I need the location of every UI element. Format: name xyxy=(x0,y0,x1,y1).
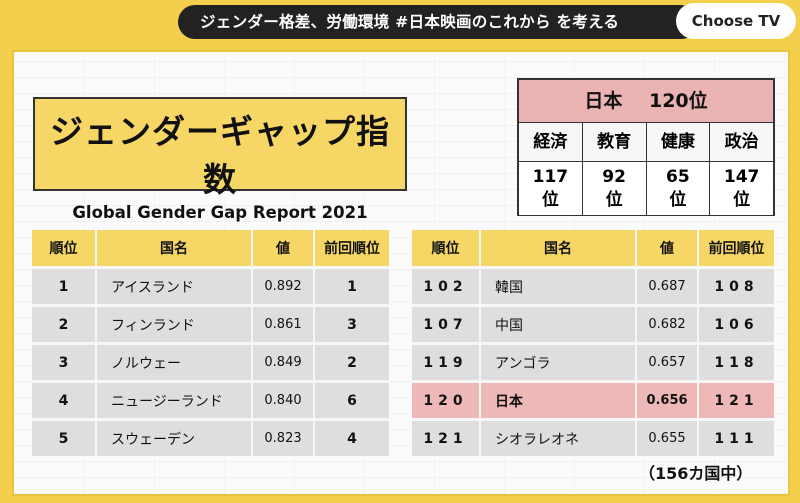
table-row: 119 アンゴラ 0.657 118 xyxy=(412,342,774,382)
category-health: 健康 xyxy=(646,123,711,162)
cell-country: 韓国 xyxy=(480,266,637,306)
cell-country: ニュージーランド xyxy=(96,380,253,420)
cell-rank: 107 xyxy=(412,304,481,344)
cell-country: アンゴラ xyxy=(480,342,637,382)
column-header-country: 国名 xyxy=(480,230,637,268)
cell-country: 日本 xyxy=(480,380,637,420)
table-row: 121 シオラレオネ 0.655 111 xyxy=(412,418,774,456)
rank-politics: 147 位 xyxy=(710,162,773,215)
cell-country: アイスランド xyxy=(96,266,253,306)
cell-previous: 2 xyxy=(314,342,389,382)
cell-country: スウェーデン xyxy=(96,418,253,456)
choose-tv-button[interactable]: Choose TV xyxy=(676,3,796,39)
cell-value: 0.849 xyxy=(252,342,315,382)
cell-value: 0.840 xyxy=(252,380,315,420)
column-header-country: 国名 xyxy=(96,230,253,268)
table-header-row: 順位 国名 値 前回順位 xyxy=(32,230,389,268)
column-header-previous: 前回順位 xyxy=(314,230,389,268)
table-row: 3 ノルウェー 0.849 2 xyxy=(32,342,389,382)
cell-country: 中国 xyxy=(480,304,637,344)
rank-health: 65 位 xyxy=(646,162,711,215)
column-header-rank: 順位 xyxy=(32,230,97,268)
slide: ジェンダーギャップ指数 Global Gender Gap Report 202… xyxy=(12,50,790,496)
cell-previous: 121 xyxy=(698,380,774,420)
cell-rank: 4 xyxy=(32,380,97,420)
cell-rank: 2 xyxy=(32,304,97,344)
cell-rank: 120 xyxy=(412,380,481,420)
japan-neighbor-ranking-table: 順位 国名 値 前回順位 102 韓国 0.687 108 107 中国 0.6… xyxy=(412,230,774,456)
cell-previous: 3 xyxy=(314,304,389,344)
cell-value: 0.861 xyxy=(252,304,315,344)
top-ranking-table: 順位 国名 値 前回順位 1 アイスランド 0.892 1 2 フィンランド 0… xyxy=(32,230,389,456)
table-row: 102 韓国 0.687 108 xyxy=(412,266,774,306)
cell-previous: 106 xyxy=(698,304,774,344)
cell-previous: 111 xyxy=(698,418,774,456)
cell-rank: 121 xyxy=(412,418,481,456)
cell-value: 0.657 xyxy=(636,342,699,382)
cell-country: シオラレオネ xyxy=(480,418,637,456)
cell-value: 0.823 xyxy=(252,418,315,456)
column-header-value: 値 xyxy=(252,230,315,268)
category-education: 教育 xyxy=(582,123,647,162)
cell-country: ノルウェー xyxy=(96,342,253,382)
column-header-value: 値 xyxy=(636,230,699,268)
cell-value: 0.892 xyxy=(252,266,315,306)
top-bar: ジェンダー格差、労働環境 #日本映画のこれから を考える Choose TV xyxy=(0,0,800,46)
cell-rank: 119 xyxy=(412,342,481,382)
cell-value: 0.655 xyxy=(636,418,699,456)
cell-previous: 118 xyxy=(698,342,774,382)
table-row: 2 フィンランド 0.861 3 xyxy=(32,304,389,344)
cell-previous: 6 xyxy=(314,380,389,420)
japan-summary-header: 日本 120位 xyxy=(519,80,773,123)
rank-economy: 117 位 xyxy=(519,162,583,215)
cell-previous: 108 xyxy=(698,266,774,306)
table-row: 5 スウェーデン 0.823 4 xyxy=(32,418,389,456)
table-row-japan-highlight: 120 日本 0.656 121 xyxy=(412,380,774,420)
japan-category-row: 経済 教育 健康 政治 xyxy=(519,123,773,162)
column-header-previous: 前回順位 xyxy=(698,230,774,268)
country-count-note: （156カ国中） xyxy=(639,464,753,483)
title-box: ジェンダーギャップ指数 Global Gender Gap Report 202… xyxy=(33,97,407,222)
japan-summary-box: 日本 120位 経済 教育 健康 政治 117 位 92 位 65 位 147 位 xyxy=(517,78,775,216)
headline-banner: ジェンダー格差、労働環境 #日本映画のこれから を考える xyxy=(178,5,698,39)
cell-rank: 3 xyxy=(32,342,97,382)
cell-value: 0.682 xyxy=(636,304,699,344)
cell-rank: 5 xyxy=(32,418,97,456)
rank-education: 92 位 xyxy=(582,162,647,215)
category-economy: 経済 xyxy=(519,123,583,162)
slide-title: ジェンダーギャップ指数 xyxy=(50,112,390,199)
cell-country: フィンランド xyxy=(96,304,253,344)
cell-rank: 102 xyxy=(412,266,481,306)
cell-rank: 1 xyxy=(32,266,97,306)
table-header-row: 順位 国名 値 前回順位 xyxy=(412,230,774,268)
table-row: 107 中国 0.682 106 xyxy=(412,304,774,344)
table-row: 1 アイスランド 0.892 1 xyxy=(32,266,389,306)
column-header-rank: 順位 xyxy=(412,230,481,268)
cell-previous: 4 xyxy=(314,418,389,456)
table-row: 4 ニュージーランド 0.840 6 xyxy=(32,380,389,420)
cell-value: 0.687 xyxy=(636,266,699,306)
slide-subtitle: Global Gender Gap Report 2021 xyxy=(72,203,368,222)
japan-rank-row: 117 位 92 位 65 位 147 位 xyxy=(519,162,773,215)
japan-overall-rank: 120位 xyxy=(648,90,708,112)
cell-previous: 1 xyxy=(314,266,389,306)
japan-country: 日本 xyxy=(584,90,623,112)
category-politics: 政治 xyxy=(710,123,773,162)
cell-value: 0.656 xyxy=(636,380,699,420)
